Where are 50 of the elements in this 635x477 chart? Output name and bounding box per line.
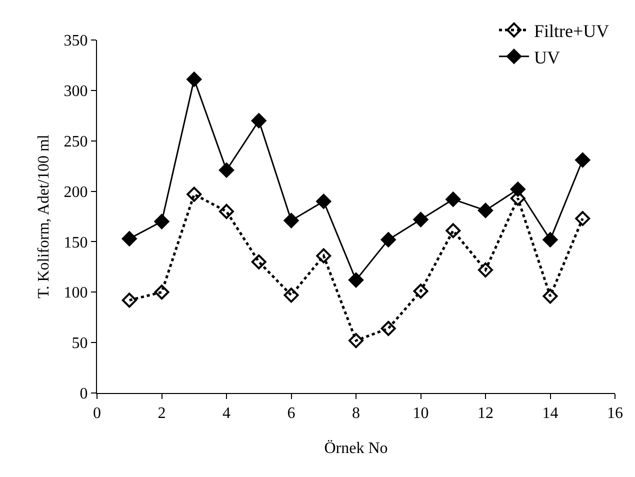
point	[219, 204, 234, 219]
point	[575, 211, 590, 226]
x-axis-title: Örnek No	[324, 440, 388, 457]
point	[413, 212, 428, 228]
point	[186, 186, 202, 202]
point	[122, 231, 137, 246]
x-tick-label: 0	[93, 405, 101, 422]
y-tick-label: 50	[72, 335, 88, 352]
point	[380, 232, 396, 248]
y-tick-label: 100	[64, 284, 88, 302]
y-tick-label: 350	[64, 32, 88, 50]
point	[510, 182, 526, 197]
point	[478, 202, 493, 218]
point	[316, 248, 332, 264]
x-tick-label: 8	[352, 405, 360, 422]
point	[154, 284, 170, 300]
point	[446, 223, 461, 238]
point	[251, 254, 266, 270]
y-tick-label: 150	[64, 234, 88, 252]
y-tick-label: 200	[64, 184, 88, 201]
y-axis-title: T. Koliform, Adet/100 ml	[36, 134, 53, 298]
y-tick-label: 0	[80, 386, 88, 403]
x-tick-label: 10	[412, 405, 429, 422]
x-tick-label: 14	[542, 405, 558, 422]
point	[348, 333, 364, 348]
point	[284, 288, 299, 303]
point	[542, 232, 558, 248]
point	[219, 162, 234, 178]
point	[186, 72, 202, 87]
point	[122, 292, 137, 308]
point	[413, 284, 428, 299]
point	[348, 272, 364, 288]
point	[154, 214, 170, 230]
y-tick-label: 300	[64, 83, 88, 100]
point	[542, 288, 558, 304]
point	[446, 192, 461, 207]
point	[380, 320, 396, 336]
x-tick-label: 2	[158, 405, 166, 422]
x-tick-label: 4	[222, 405, 230, 422]
point	[251, 113, 266, 128]
x-tick-label: 12	[478, 405, 494, 422]
x-tick-label: 16	[607, 405, 623, 422]
x-tick-label: 6	[287, 405, 296, 422]
legend-label: Filtre+UV	[534, 20, 610, 41]
y-tick-label: 250	[64, 133, 88, 150]
point	[284, 213, 299, 228]
point	[478, 262, 493, 278]
point	[575, 152, 590, 168]
legend-label: UV	[534, 47, 560, 68]
point	[316, 194, 332, 209]
